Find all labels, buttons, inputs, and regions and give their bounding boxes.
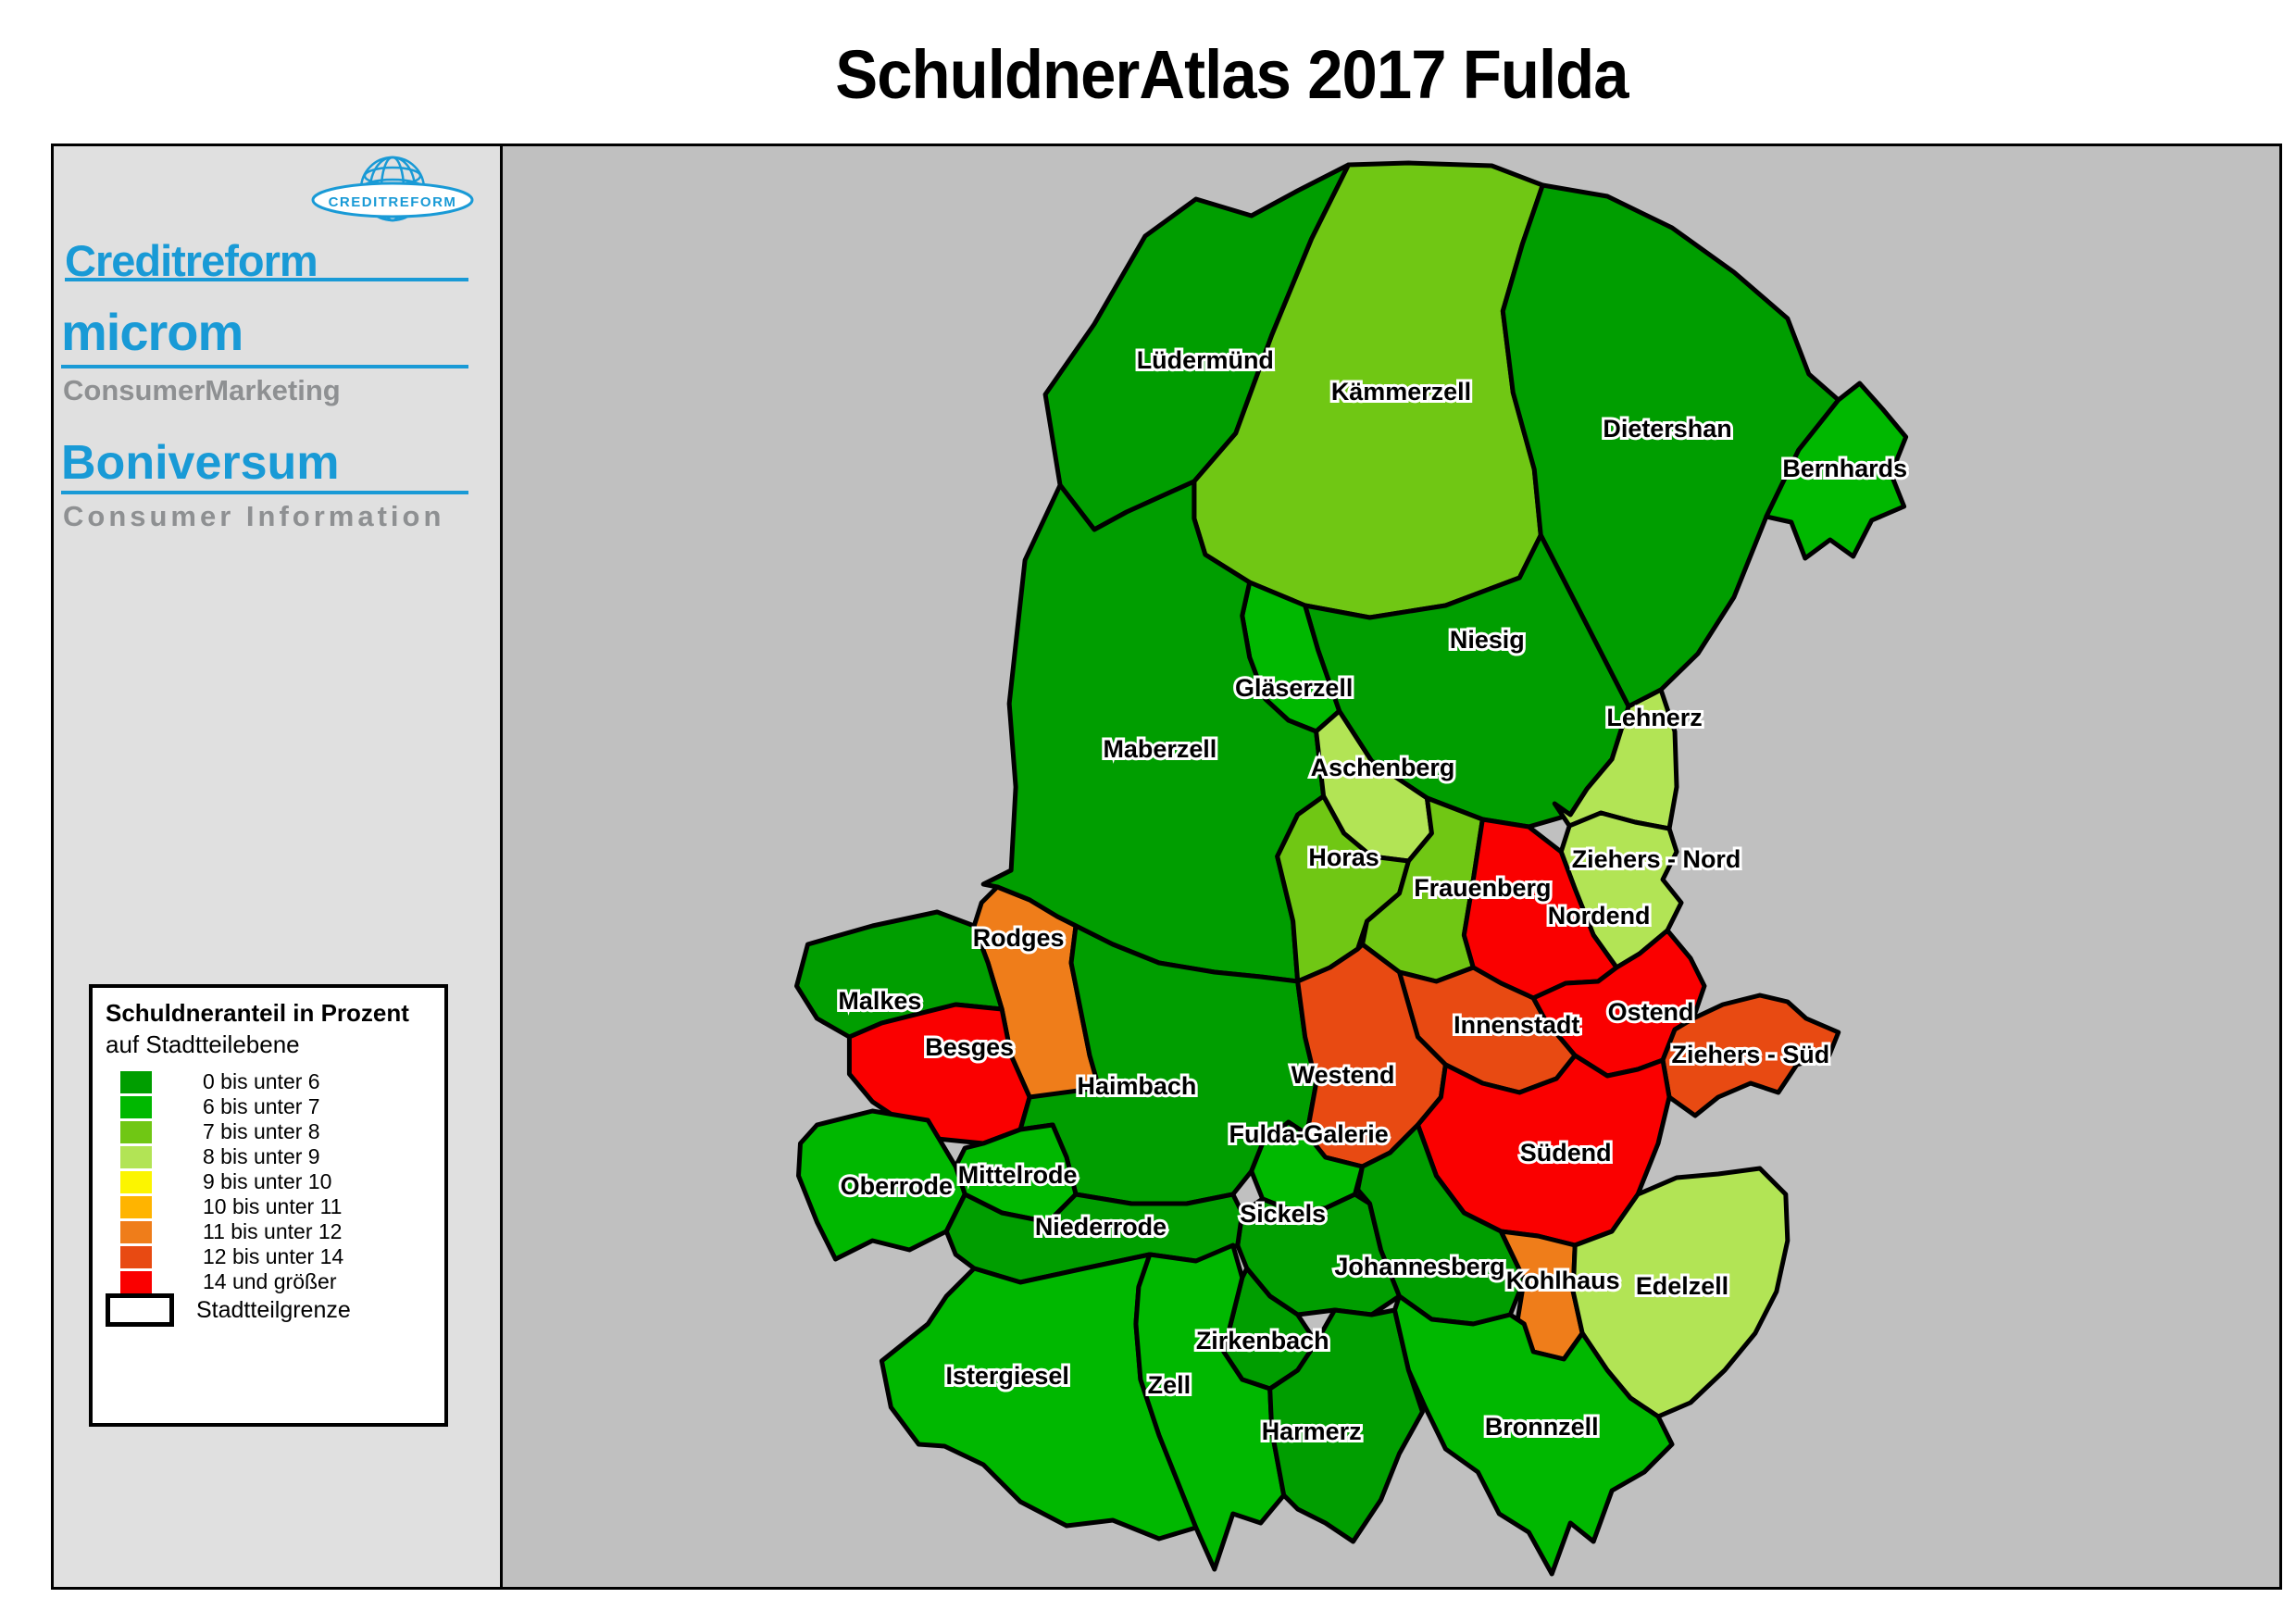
legend-color-swatch (120, 1195, 152, 1218)
legend-class-label: 9 bis unter 10 (203, 1169, 332, 1193)
district-label-Bernhards: Bernhards (1782, 455, 1907, 482)
district-label-Kämmerzell: Kämmerzell (1331, 378, 1471, 406)
district-label-Nordend: Nordend (1548, 902, 1651, 930)
district-label-Innenstadt: Innenstadt (1454, 1011, 1579, 1039)
district-label-Kohlhaus: Kohlhaus (1506, 1267, 1620, 1294)
district-label-Mittelrode: Mittelrode (958, 1161, 1078, 1189)
legend-row: 9 bis unter 10 (93, 1169, 444, 1194)
boundary-label: Stadtteilgrenze (196, 1296, 351, 1323)
district-label-Frauenberg: Frauenberg (1414, 874, 1551, 902)
district-label-Oberrode: Oberrode (841, 1172, 953, 1200)
legend-color-swatch (120, 1270, 152, 1293)
legend-color-swatch (120, 1070, 152, 1093)
district-label-Ostend: Ostend (1608, 998, 1694, 1026)
district-label-Edelzell: Edelzell (1636, 1272, 1728, 1300)
district-label-Ziehers - Nord: Ziehers - Nord (1572, 845, 1741, 873)
legend-class-label: 11 bis unter 12 (203, 1219, 343, 1243)
district-shape-Bronnzell (1391, 1293, 1675, 1577)
district-label-Johannesberg: Johannesberg (1334, 1253, 1504, 1280)
district-label-Ziehers - Süd: Ziehers - Süd (1672, 1041, 1830, 1068)
district-label-Fulda-Galerie: Fulda-Galerie (1229, 1120, 1389, 1148)
district-shape-Oberrode (796, 1108, 967, 1262)
district-shape-Bernhards (1764, 381, 1909, 561)
district-shape-Edelzell (1570, 1166, 1791, 1419)
legend-box: Schuldneranteil in Prozent auf Stadtteil… (89, 984, 448, 1427)
district-label-Lüdermünd: Lüdermünd (1137, 346, 1274, 374)
legend-color-swatch (120, 1145, 152, 1168)
legend-row: 8 bis unter 9 (93, 1144, 444, 1169)
legend-class-label: 0 bis unter 6 (203, 1069, 320, 1093)
legend-row: 11 bis unter 12 (93, 1219, 444, 1244)
microm-wordmark: microm (61, 303, 243, 361)
legend-class-label: 14 und größer (203, 1269, 337, 1293)
district-label-Haimbach: Haimbach (1078, 1072, 1197, 1100)
district-label-Niederrode: Niederrode (1035, 1213, 1167, 1241)
sidebar: CREDITREFORM Creditreform microm Consume… (54, 146, 503, 1587)
district-shape-Zell (1133, 1242, 1287, 1572)
svg-text:CREDITREFORM: CREDITREFORM (329, 194, 457, 210)
creditreform-globe-icon: CREDITREFORM (311, 156, 474, 222)
legend-row: 12 bis unter 14 (93, 1244, 444, 1269)
district-label-Westend: Westend (1292, 1061, 1395, 1089)
boniversum-tagline: Consumer Information (63, 500, 445, 532)
district-label-Südend: Südend (1520, 1139, 1612, 1167)
boniversum-underline (61, 491, 468, 494)
map-panel: Lüdermünd Kämmerzell Dietershan Bernhards Ni… (503, 146, 2279, 1587)
page-title: SchuldnerAtlas 2017 Fulda (834, 36, 1628, 113)
legend-subtitle: auf Stadtteilebene (106, 1030, 300, 1058)
district-shape-Dietershan (1500, 182, 1841, 709)
district-label-Lehnerz: Lehnerz (1606, 704, 1702, 731)
district-label-Malkes: Malkes (838, 987, 921, 1015)
boundary-swatch (106, 1293, 174, 1327)
district-label-Niesig: Niesig (1450, 626, 1525, 654)
legend-color-swatch (120, 1220, 152, 1243)
creditreform-underline (65, 278, 468, 281)
legend-title: Schuldneranteil in Prozent (106, 999, 409, 1027)
district-label-Zirkenbach: Zirkenbach (1196, 1327, 1329, 1355)
legend-class-label: 8 bis unter 9 (203, 1144, 320, 1168)
district-label-Besges: Besges (925, 1033, 1014, 1061)
microm-underline (61, 365, 468, 368)
legend-color-swatch (120, 1120, 152, 1143)
legend-class-label: 7 bis unter 8 (203, 1119, 320, 1143)
legend-row: 7 bis unter 8 (93, 1119, 444, 1144)
district-label-Harmerz: Harmerz (1262, 1417, 1362, 1445)
district-label-Horas: Horas (1308, 843, 1379, 871)
district-shape-Harmerz (1267, 1307, 1425, 1544)
legend-row: 10 bis unter 11 (93, 1194, 444, 1219)
legend-color-swatch (120, 1245, 152, 1268)
district-label-Dietershan: Dietershan (1603, 415, 1731, 443)
legend-color-swatch (120, 1095, 152, 1118)
district-label-Gläserzell: Gläserzell (1235, 674, 1353, 702)
district-label-Sickels: Sickels (1240, 1200, 1326, 1228)
legend-class-label: 6 bis unter 7 (203, 1094, 320, 1118)
legend-row: 6 bis unter 7 (93, 1094, 444, 1119)
legend-class-label: 10 bis unter 11 (203, 1194, 343, 1218)
boniversum-wordmark: Boniversum (61, 436, 340, 490)
legend-color-swatch (120, 1170, 152, 1193)
district-label-Istergiesel: Istergiesel (945, 1362, 1068, 1390)
district-map: Lüdermünd Kämmerzell Dietershan Bernhards Ni… (503, 146, 2279, 1587)
district-label-Bronnzell: Bronnzell (1485, 1413, 1599, 1441)
legend-row: 14 und größer (93, 1269, 444, 1294)
legend-row: 0 bis unter 6 (93, 1069, 444, 1094)
district-label-Aschenberg: Aschenberg (1311, 754, 1455, 781)
district-label-Rodges: Rodges (973, 924, 1065, 952)
creditreform-wordmark: Creditreform (65, 236, 318, 285)
district-label-Zell: Zell (1148, 1371, 1191, 1399)
microm-tagline: ConsumerMarketing (63, 374, 341, 406)
legend-class-label: 12 bis unter 14 (203, 1244, 344, 1268)
legend-boundary-item: Stadtteilgrenze (106, 1293, 351, 1327)
district-label-Maberzell: Maberzell (1103, 735, 1217, 763)
atlas-frame: CREDITREFORM Creditreform microm Consume… (51, 144, 2282, 1590)
